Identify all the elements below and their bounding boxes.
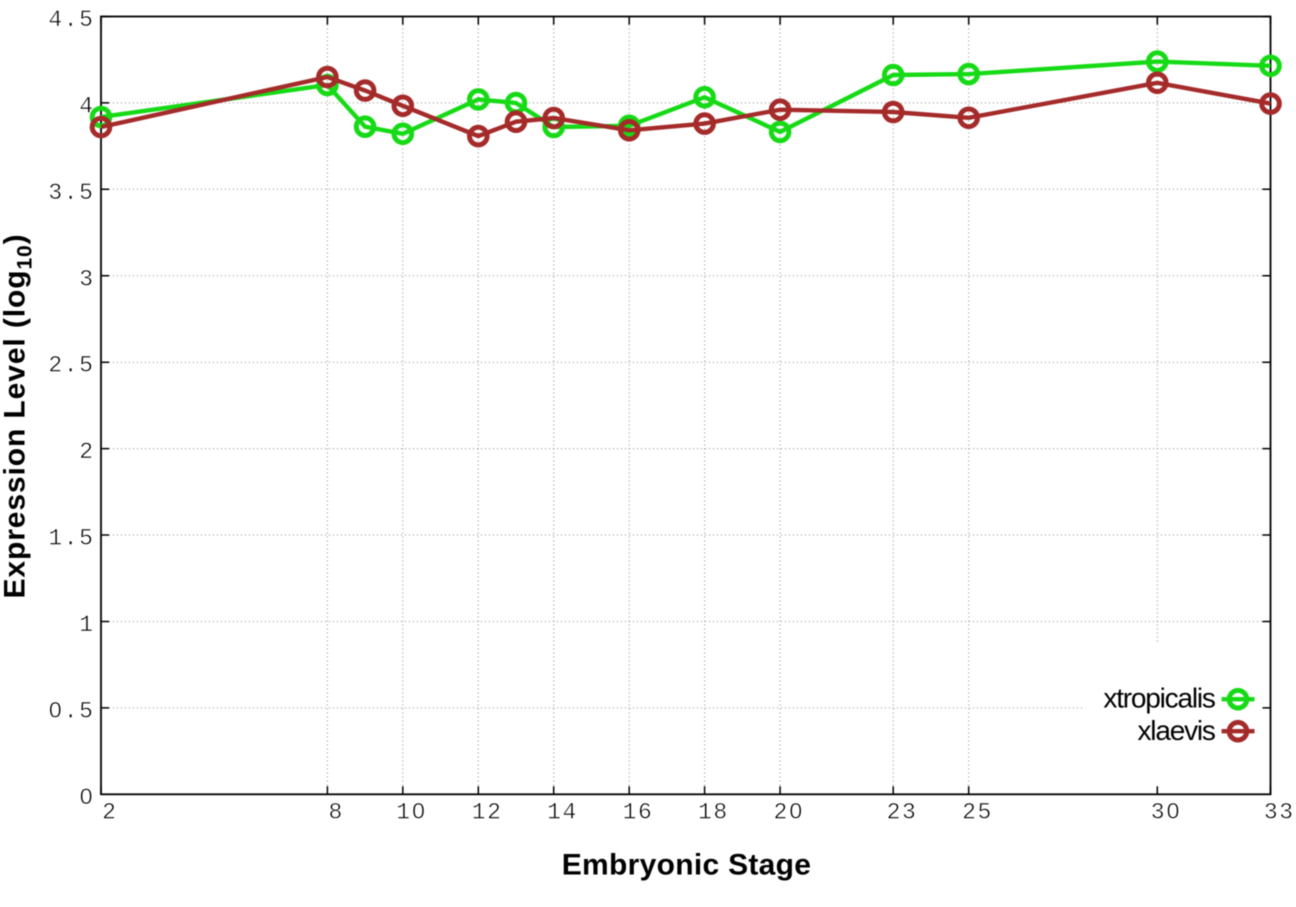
svg-text:2: 2 bbox=[102, 800, 117, 826]
svg-text:2.5: 2.5 bbox=[48, 353, 94, 379]
svg-text:18: 18 bbox=[698, 800, 729, 826]
svg-text:4.5: 4.5 bbox=[48, 7, 94, 33]
svg-text:1.5: 1.5 bbox=[48, 526, 94, 552]
svg-text:8: 8 bbox=[328, 800, 343, 826]
svg-text:30: 30 bbox=[1151, 800, 1182, 826]
svg-text:14: 14 bbox=[547, 800, 578, 826]
svg-text:33: 33 bbox=[1264, 800, 1295, 826]
svg-text:3: 3 bbox=[79, 266, 94, 292]
svg-text:3.5: 3.5 bbox=[48, 180, 94, 206]
svg-text:10: 10 bbox=[396, 800, 427, 826]
svg-text:2: 2 bbox=[79, 439, 94, 465]
svg-text:4: 4 bbox=[79, 93, 94, 119]
svg-text:Embryonic Stage: Embryonic Stage bbox=[562, 849, 812, 882]
svg-text:xtropicalis: xtropicalis bbox=[1103, 683, 1214, 714]
svg-text:16: 16 bbox=[623, 800, 654, 826]
svg-text:23: 23 bbox=[887, 800, 918, 826]
svg-text:1: 1 bbox=[79, 612, 94, 638]
svg-text:12: 12 bbox=[472, 800, 503, 826]
svg-text:25: 25 bbox=[962, 800, 993, 826]
svg-text:Expression Level (log10): Expression Level (log10) bbox=[0, 233, 37, 598]
svg-text:xlaevis: xlaevis bbox=[1138, 715, 1215, 746]
svg-text:20: 20 bbox=[773, 800, 804, 826]
